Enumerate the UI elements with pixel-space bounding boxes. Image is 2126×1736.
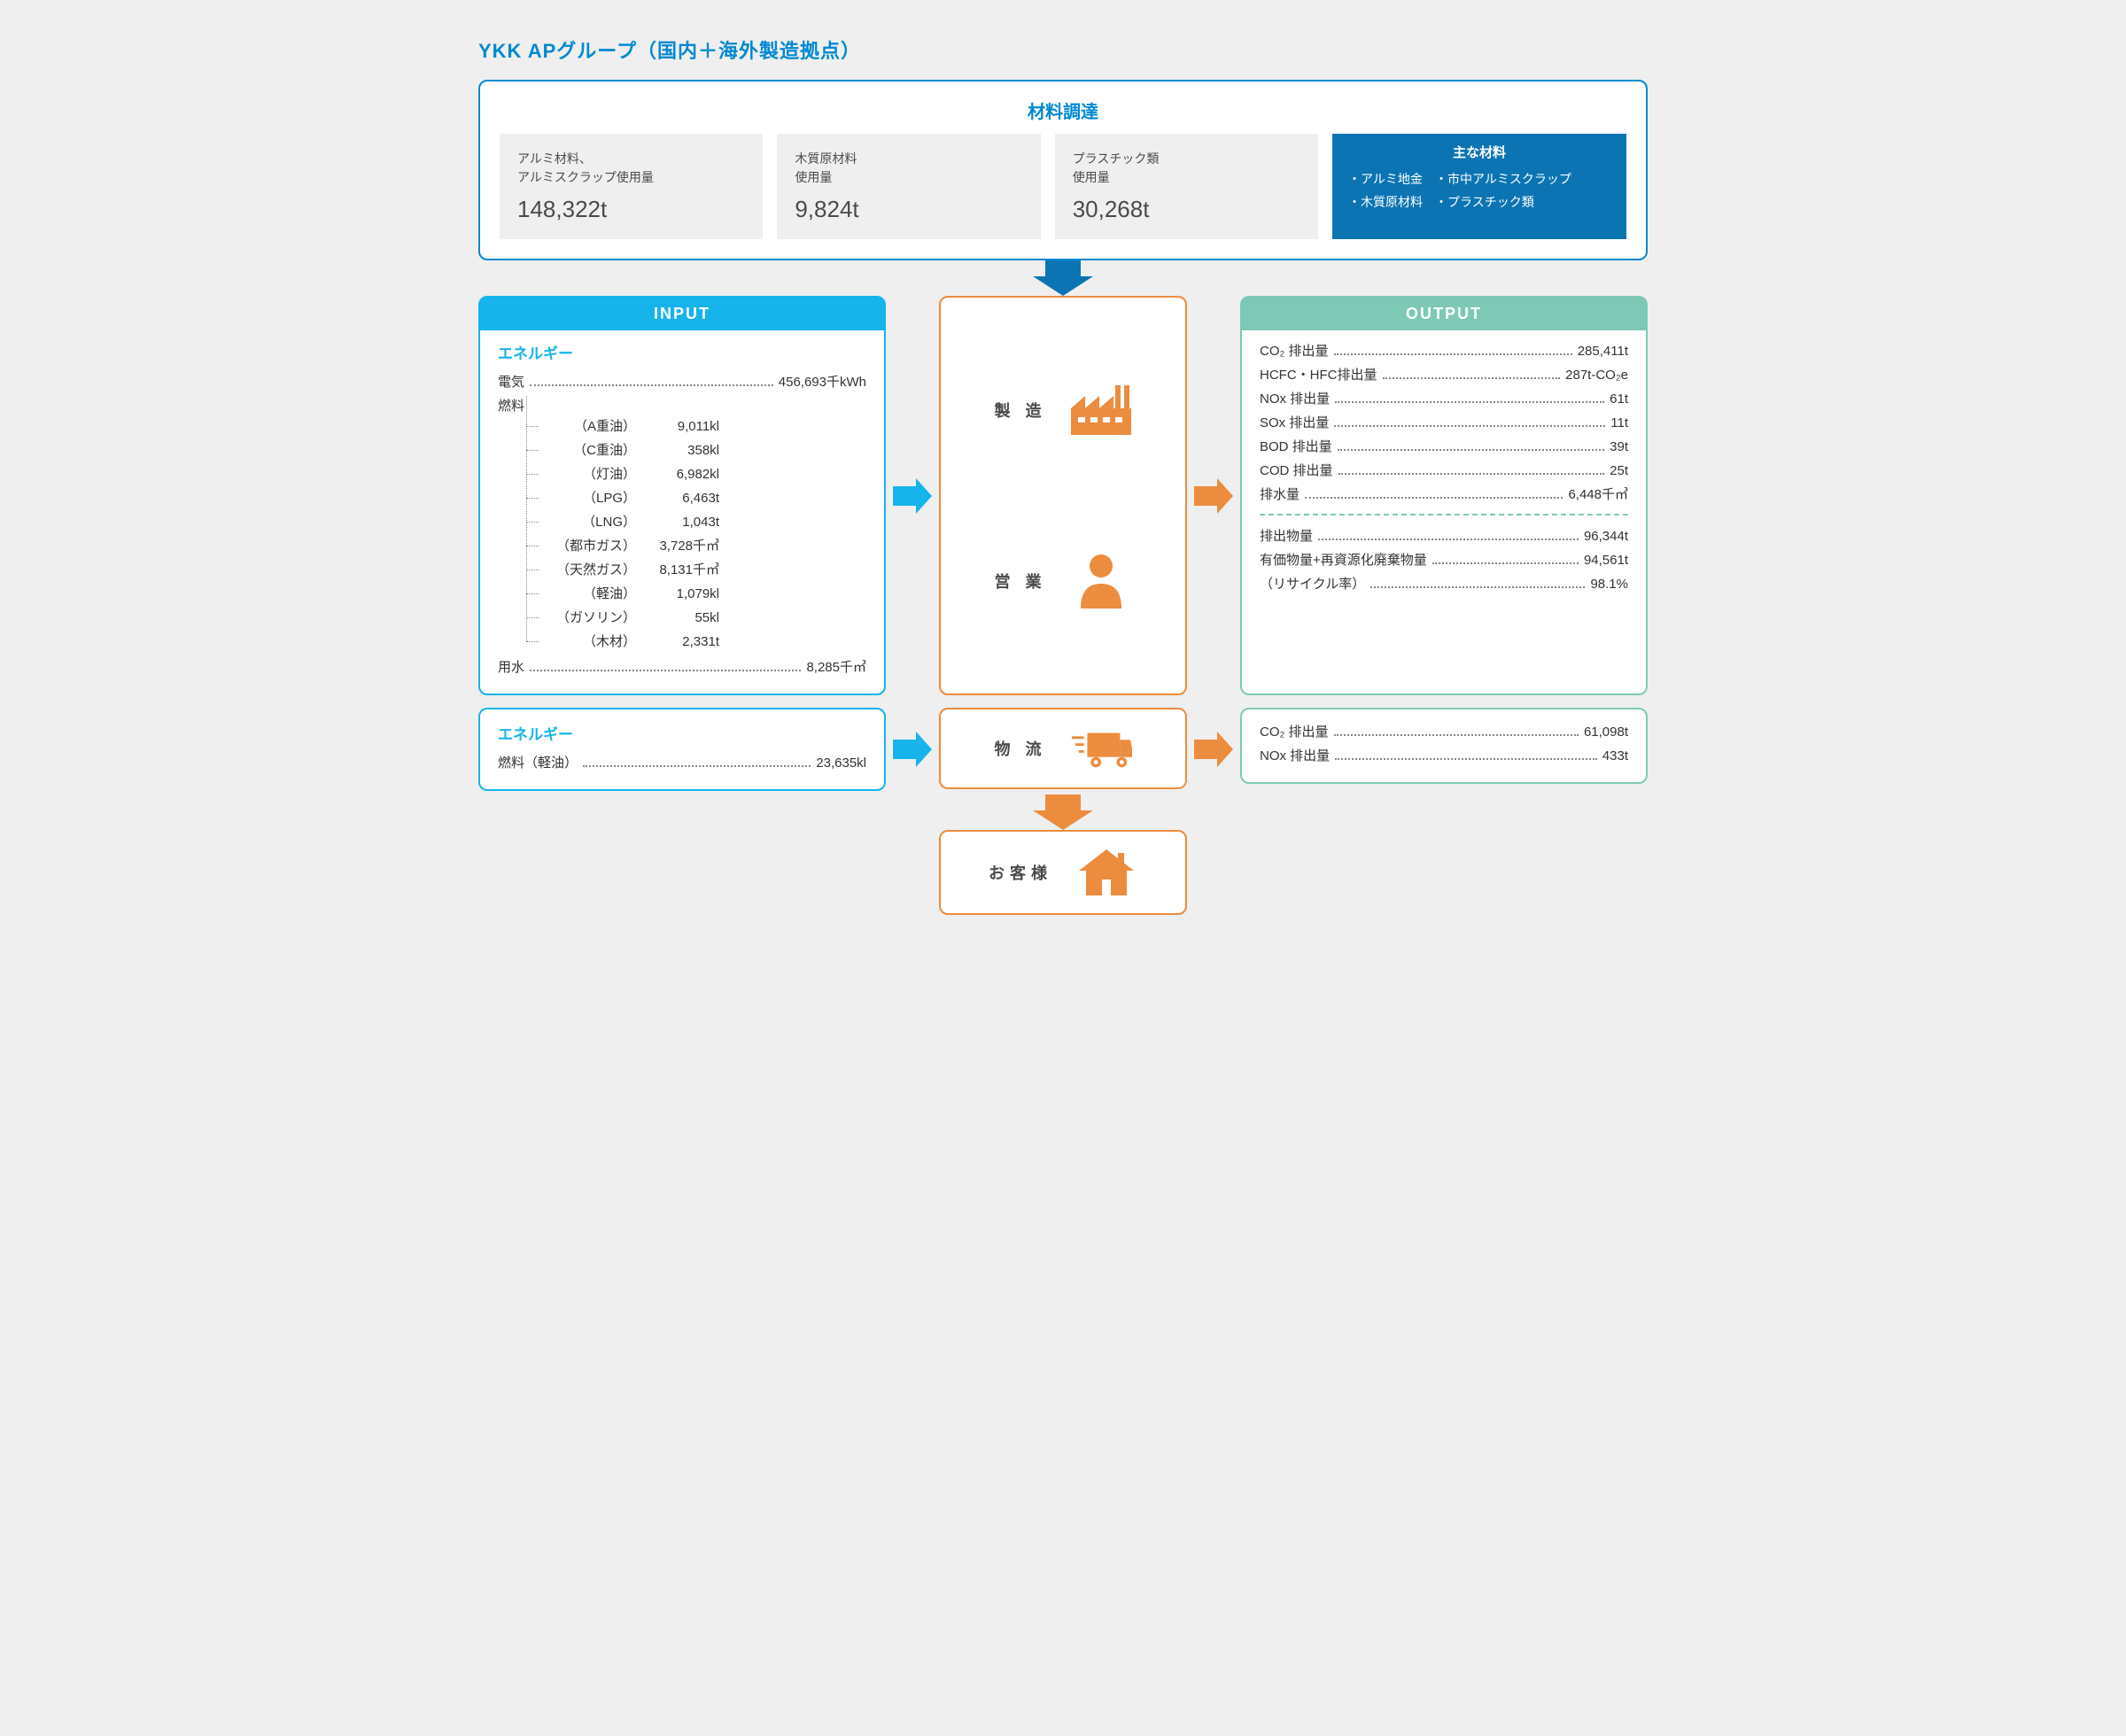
house-icon — [1075, 846, 1137, 899]
output-row: NOx 排出量61t — [1260, 389, 1628, 407]
material-label: 木質原材料 使用量 — [795, 150, 1022, 187]
arrow-right-orange — [1194, 732, 1233, 767]
fuel-row: （天然ガス）8,131千㎥ — [542, 560, 866, 578]
customer-label: お客様 — [989, 861, 1052, 884]
output-divider — [1260, 514, 1628, 515]
fuel-row: （C重油）358kl — [542, 440, 866, 459]
output-row: CO₂ 排出量61,098t — [1260, 722, 1628, 740]
customer-box: お客様 — [939, 830, 1187, 915]
center-item-sales: 営 業 — [958, 554, 1168, 608]
output-row: COD 排出量25t — [1260, 461, 1628, 479]
output-box: OUTPUT CO₂ 排出量285,411t HCFC・HFC排出量287t-CO… — [1240, 296, 1648, 695]
arrow-right-orange — [1194, 478, 1233, 514]
materials-section: 材料調達 アルミ材料、 アルミスクラップ使用量 148,322t 木質原材料 使… — [478, 80, 1648, 260]
output-row: BOD 排出量39t — [1260, 437, 1628, 455]
output-header: OUTPUT — [1242, 298, 1646, 330]
output-box-logistics: CO₂ 排出量61,098t NOx 排出量433t — [1240, 708, 1648, 784]
logistics-box: 物 流 — [939, 708, 1187, 789]
output-row: （リサイクル率）98.1% — [1260, 574, 1628, 593]
center-item-manufacturing: 製 造 — [958, 384, 1168, 437]
material-card-aluminum: アルミ材料、 アルミスクラップ使用量 148,322t — [500, 134, 763, 239]
fuel-row: （LNG）1,043t — [542, 512, 866, 531]
output-row: NOx 排出量433t — [1260, 746, 1628, 764]
fuel-row: （A重油）9,011kl — [542, 416, 866, 435]
material-label: プラスチック類 使用量 — [1073, 150, 1300, 187]
material-main-item: ・アルミ地金 — [1348, 170, 1423, 188]
arrow-right-blue — [893, 732, 932, 767]
material-main-box: 主な材料 ・アルミ地金 ・市中アルミスクラップ ・木質原材料 ・プラスチック類 — [1332, 134, 1626, 239]
center-box: 製 造 営 業 — [939, 296, 1187, 695]
fuel-label: 燃料 — [498, 396, 524, 415]
input2-subtitle: エネルギー — [498, 722, 866, 744]
output-row: 有価物量+再資源化廃棄物量94,561t — [1260, 550, 1628, 569]
arrow-down-blue — [478, 260, 1648, 296]
input-subtitle: エネルギー — [498, 341, 866, 363]
main-grid-row1: INPUT エネルギー 電気 456,693千kWh 燃料 （A重油）9,011… — [478, 296, 1648, 695]
diagram-container: YKK APグループ（国内＋海外製造拠点） 材料調達 アルミ材料、 アルミスクラ… — [478, 35, 1648, 915]
material-main-item: ・木質原材料 — [1348, 193, 1423, 211]
fuel-row: （都市ガス）3,728千㎥ — [542, 536, 866, 554]
materials-row: アルミ材料、 アルミスクラップ使用量 148,322t 木質原材料 使用量 9,… — [500, 134, 1626, 239]
logistics-label: 物 流 — [994, 737, 1046, 760]
material-value: 148,322t — [517, 196, 745, 223]
fuel-row: （木材）2,331t — [542, 632, 866, 650]
truck-icon — [1070, 722, 1132, 775]
fuel-list: 燃料 （A重油）9,011kl （C重油）358kl （灯油）6,982kl （LPG… — [498, 396, 866, 650]
material-value: 9,824t — [795, 196, 1022, 223]
main-grid-row2: エネルギー 燃料（軽油） 23,635kl 物 流 — [478, 708, 1648, 791]
material-card-plastic: プラスチック類 使用量 30,268t — [1055, 134, 1318, 239]
material-main-title: 主な材料 — [1348, 143, 1610, 161]
fuel-row: （灯油）6,982kl — [542, 464, 866, 483]
material-main-item: ・市中アルミスクラップ — [1435, 170, 1610, 188]
fuel-row: （ガソリン）55kl — [542, 608, 866, 626]
output-row: CO₂ 排出量285,411t — [1260, 341, 1628, 360]
fuel-row: （LPG）6,463t — [542, 488, 866, 507]
output-row: 排水量6,448千㎥ — [1260, 484, 1628, 503]
output-row: HCFC・HFC排出量287t-CO₂e — [1260, 365, 1628, 384]
arrow-right-blue — [893, 478, 932, 514]
input-box-logistics: エネルギー 燃料（軽油） 23,635kl — [478, 708, 886, 791]
person-icon — [1070, 554, 1132, 608]
factory-icon — [1070, 384, 1132, 437]
output-row: 排出物量96,344t — [1260, 526, 1628, 545]
input-header: INPUT — [480, 298, 884, 330]
output-row: SOx 排出量11t — [1260, 413, 1628, 431]
input2-row: 燃料（軽油） 23,635kl — [498, 753, 866, 771]
material-main-list: ・アルミ地金 ・市中アルミスクラップ ・木質原材料 ・プラスチック類 — [1348, 170, 1610, 211]
input-row-electricity: 電気 456,693千kWh — [498, 372, 866, 391]
input-box: INPUT エネルギー 電気 456,693千kWh 燃料 （A重油）9,011… — [478, 296, 886, 695]
material-label: アルミ材料、 アルミスクラップ使用量 — [517, 150, 745, 187]
material-value: 30,268t — [1073, 196, 1300, 223]
input-row-water: 用水 8,285千㎥ — [498, 657, 866, 676]
materials-title: 材料調達 — [500, 97, 1626, 123]
fuel-row: （軽油）1,079kl — [542, 584, 866, 602]
material-card-wood: 木質原材料 使用量 9,824t — [777, 134, 1040, 239]
material-main-item: ・プラスチック類 — [1435, 193, 1610, 211]
arrow-down-orange — [478, 794, 1648, 830]
page-title: YKK APグループ（国内＋海外製造拠点） — [478, 35, 1648, 64]
